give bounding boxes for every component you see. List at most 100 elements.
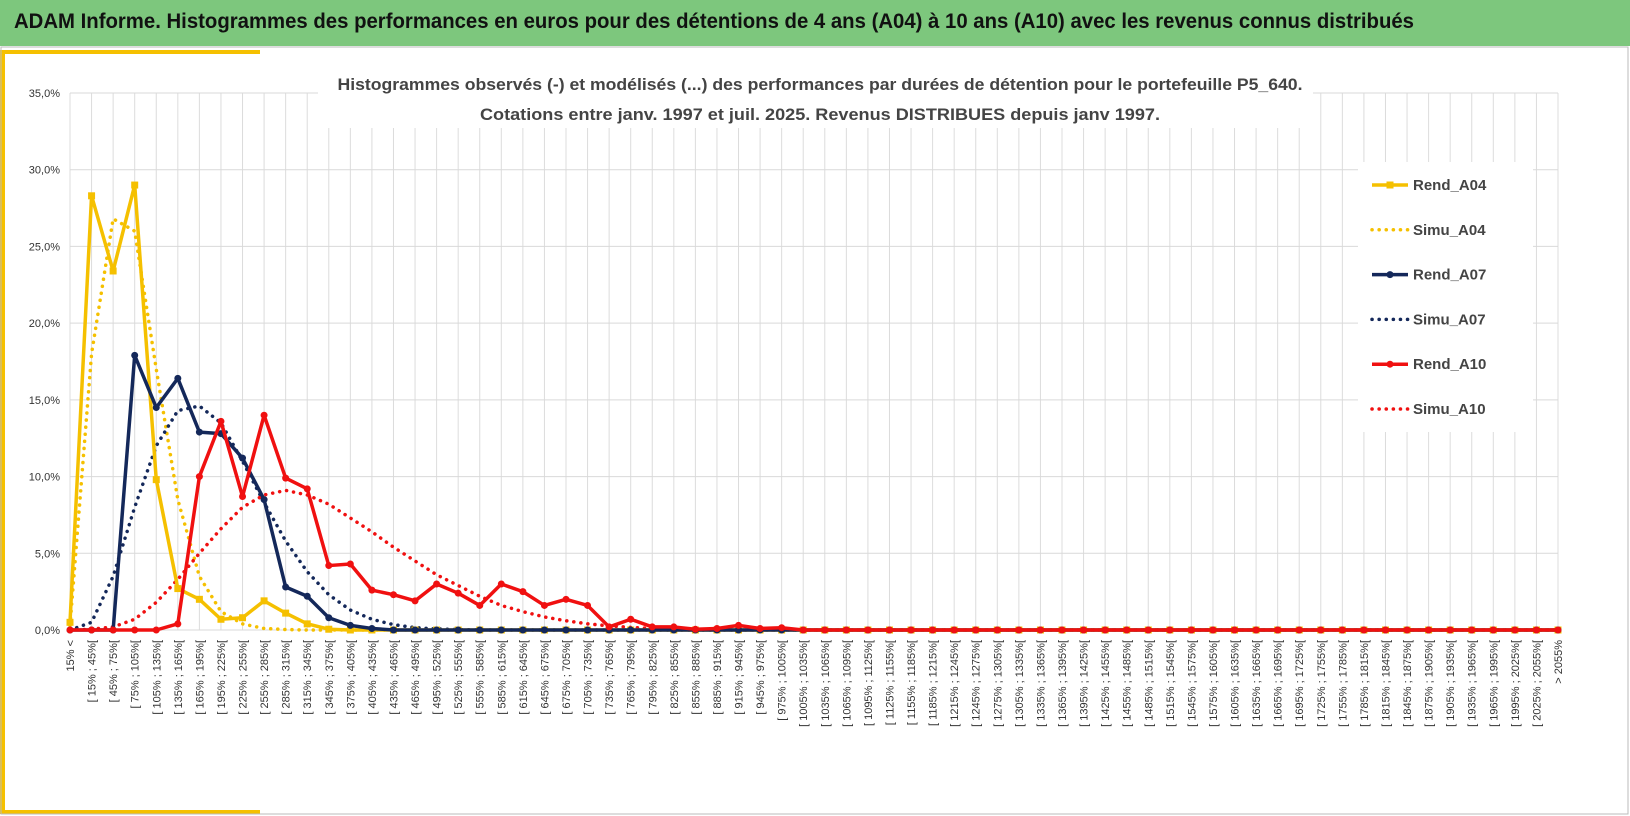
marker (1295, 626, 1303, 634)
chart-subtitle: Cotations entre janv. 1997 et juil. 2025… (480, 105, 1160, 124)
y-tick-label: 30,0% (29, 165, 60, 177)
marker (152, 404, 160, 412)
x-tick-label: [ 1365% ; 1395%[ (1057, 640, 1069, 727)
marker (1166, 626, 1174, 634)
x-tick-label: [ 1305% ; 1335%[ (1014, 640, 1026, 727)
x-tick-label: [ 1005% ; 1035%[ (798, 640, 810, 727)
marker (260, 411, 268, 419)
marker (325, 614, 333, 622)
marker (454, 589, 462, 597)
x-tick-label: [ 1875% ; 1905%[ (1424, 640, 1436, 727)
x-tick-label: [ 1155% ; 1185%[ (906, 640, 918, 725)
legend-marker (1386, 360, 1394, 368)
marker (389, 591, 397, 599)
marker (756, 624, 764, 632)
marker (1209, 626, 1217, 634)
marker (1123, 626, 1131, 634)
x-tick-label: [ 1725% ; 1755%[ (1316, 640, 1328, 727)
x-tick-label: [ 255% ; 285%[ (259, 640, 271, 715)
header-title: ADAM Informe. Histogrammes des performan… (14, 10, 1414, 33)
x-tick-label: 15% < (65, 640, 77, 672)
x-tick-label: [ 225% ; 255%[ (238, 640, 250, 715)
marker (131, 351, 139, 359)
marker (864, 626, 872, 634)
marker (497, 626, 505, 634)
legend-label: Simu_A04 (1413, 222, 1486, 239)
x-tick-label: [ 1035% ; 1065%[ (820, 640, 832, 727)
top-accent (0, 50, 260, 54)
marker (109, 267, 117, 275)
marker (476, 626, 484, 634)
marker (66, 626, 74, 634)
x-tick-label: [ 615% ; 645%[ (518, 640, 530, 715)
marker (325, 562, 333, 570)
x-tick-label: [ 855% ; 885%[ (690, 640, 702, 715)
x-tick-label: [ 1515% ; 1545%[ (1165, 640, 1177, 727)
marker (519, 588, 527, 596)
x-tick-label: [ 585% ; 615%[ (496, 640, 508, 715)
series-line (68, 216, 1560, 632)
x-tick-label: [ 105% ; 135%[ (151, 640, 163, 715)
marker (799, 626, 807, 634)
series-line (68, 404, 1560, 632)
marker (239, 493, 247, 501)
y-tick-label: 20,0% (29, 318, 60, 330)
marker (109, 626, 117, 634)
x-tick-label: [ 135% ; 165%[ (173, 640, 185, 715)
marker (1036, 626, 1044, 634)
marker (648, 623, 656, 631)
x-tick-label: [ 495% ; 525%[ (432, 640, 444, 715)
marker (929, 626, 937, 634)
marker (152, 626, 160, 634)
marker (411, 626, 419, 634)
x-tick-label: [ 1695% ; 1725%[ (1294, 640, 1306, 727)
marker (950, 626, 958, 634)
x-tick-label: [ 1665% ; 1695%[ (1273, 640, 1285, 727)
marker (217, 417, 225, 425)
legend-marker (1386, 271, 1394, 279)
marker (627, 626, 635, 634)
marker (821, 626, 829, 634)
x-tick-label: [ 1245% ; 1275%[ (971, 640, 983, 727)
marker (993, 626, 1001, 634)
marker (1231, 626, 1239, 634)
x-tick-label: [ 1845% ; 1875%[ (1402, 640, 1414, 727)
x-tick-label: [ 1575% ; 1605%[ (1208, 640, 1220, 727)
y-tick-label: 5,0% (35, 548, 60, 560)
marker (1317, 626, 1325, 634)
marker (1468, 626, 1476, 634)
x-tick-label: [ 1095% ; 1125%[ (863, 640, 875, 726)
marker (540, 601, 548, 609)
marker (1403, 626, 1411, 634)
marker (454, 626, 462, 634)
x-tick-label: [ 1395% ; 1425%[ (1079, 640, 1091, 727)
marker (1489, 626, 1497, 634)
series-line (70, 413, 1558, 632)
marker (131, 181, 139, 189)
x-tick-label: [ 1935% ; 1965%[ (1467, 640, 1479, 727)
y-tick-label: 35,0% (29, 88, 60, 100)
marker (282, 609, 290, 617)
marker (282, 583, 290, 591)
marker (66, 618, 74, 626)
marker (174, 585, 182, 593)
marker (1381, 626, 1389, 634)
y-tick-label: 0,0% (35, 625, 60, 637)
x-tick-label: [ 975% ; 1005%[ (777, 640, 789, 721)
marker (131, 626, 139, 634)
marker (389, 626, 397, 634)
marker (907, 626, 915, 634)
x-tick-label: [ 795% ; 825%[ (647, 640, 659, 715)
legend-label: Rend_A04 (1413, 177, 1487, 194)
x-tick-label: [ 675% ; 705%[ (561, 640, 573, 715)
x-tick-label: [ 1755% ; 1785%[ (1337, 640, 1349, 727)
marker (368, 624, 376, 632)
marker (217, 615, 225, 623)
legend-box (1358, 162, 1533, 432)
x-tick-label: [ 165% ; 195%[ (194, 640, 206, 715)
x-tick-label: [ 1455% ; 1485%[ (1122, 640, 1134, 727)
marker (584, 626, 592, 634)
legend-label: Simu_A07 (1413, 311, 1486, 328)
marker (562, 595, 570, 603)
